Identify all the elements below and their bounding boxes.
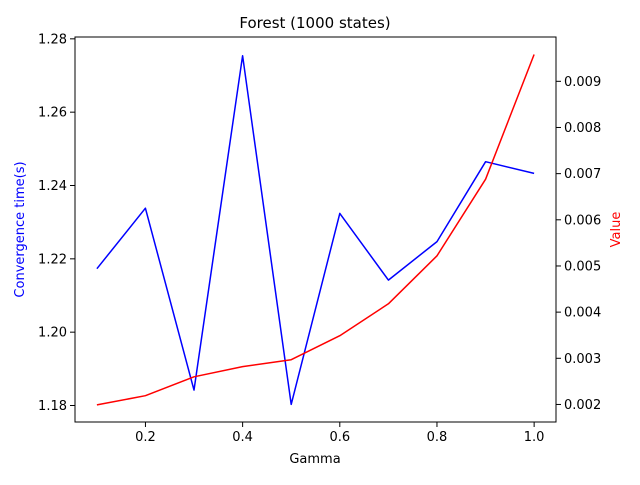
value-line [96, 54, 535, 406]
right-y-axis-ticks: 0.002 0.003 0.004 0.005 0.006 0.007 0.008 0.009 [556, 75, 601, 413]
x-tick-label: 0.2 [135, 430, 156, 445]
series-layer [96, 54, 535, 406]
x-tick-label: 0.8 [427, 430, 448, 445]
right-y-tick-label: 0.009 [564, 75, 601, 90]
right-y-tick-label: 0.002 [564, 398, 601, 413]
right-y-axis-title: Value [609, 212, 624, 248]
right-y-tick-label: 0.003 [564, 352, 601, 367]
left-y-tick-label: 1.18 [38, 399, 67, 414]
x-tick-label: 0.4 [232, 430, 253, 445]
left-y-tick-label: 1.24 [38, 179, 67, 194]
x-tick-label: 1.0 [524, 430, 545, 445]
convergence-time-line [96, 54, 535, 406]
right-y-tick-label: 0.005 [564, 259, 601, 274]
x-axis-ticks: 0.2 0.4 0.6 0.8 1.0 [135, 422, 544, 445]
x-axis-title: Gamma [289, 452, 340, 467]
right-y-tick-label: 0.004 [564, 306, 601, 321]
chart-title: Forest (1000 states) [239, 14, 390, 32]
x-tick-label: 0.6 [329, 430, 350, 445]
right-y-tick-label: 0.006 [564, 213, 601, 228]
plot-area-frame [74, 36, 557, 423]
left-y-axis-ticks: 1.18 1.20 1.22 1.24 1.26 1.28 [38, 32, 75, 414]
right-y-tick-label: 0.007 [564, 167, 601, 182]
left-y-tick-label: 1.20 [38, 326, 67, 341]
left-y-tick-label: 1.22 [38, 252, 67, 267]
left-y-tick-label: 1.26 [38, 106, 67, 121]
left-y-tick-label: 1.28 [38, 32, 67, 47]
right-y-tick-label: 0.008 [564, 121, 601, 136]
left-y-axis-title: Convergence time(s) [13, 161, 28, 297]
